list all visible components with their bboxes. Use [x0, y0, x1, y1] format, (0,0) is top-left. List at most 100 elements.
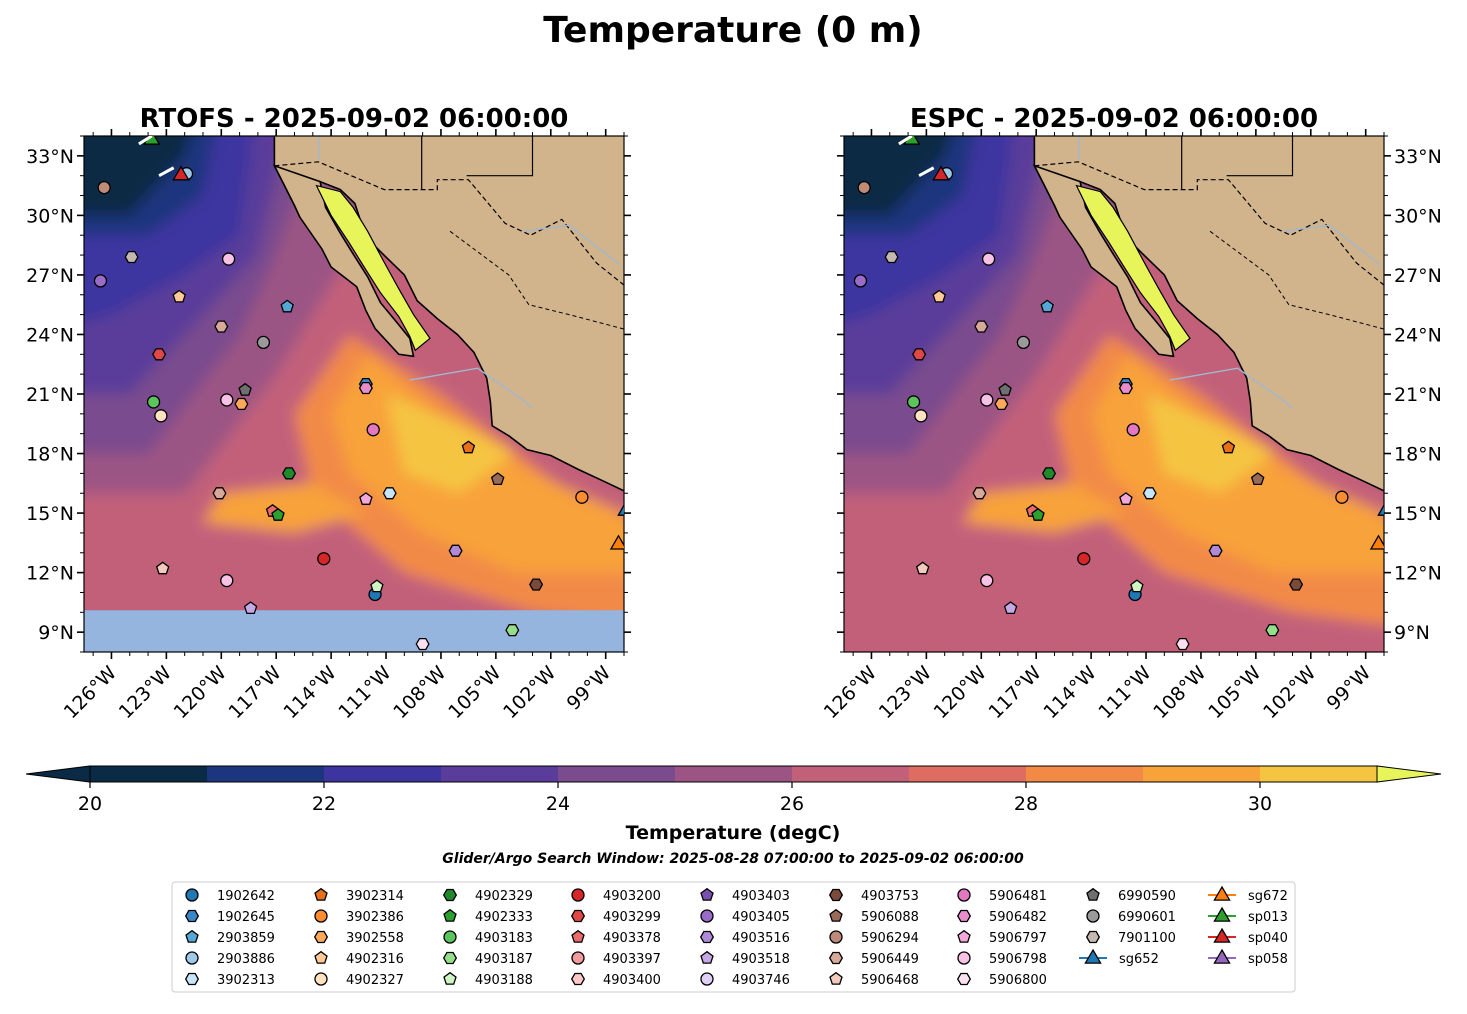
legend-entry: 4903299: [570, 909, 661, 925]
x-tick-label: 117°W: [225, 662, 286, 723]
glider-track-sp013: [138, 136, 153, 146]
y-tick-label: 33°N: [26, 146, 74, 168]
legend-entry: 3902314: [314, 887, 404, 904]
y-tick-label: 27°N: [1394, 265, 1442, 287]
obs-marker-3902558: [234, 397, 249, 411]
legend-label: 5906800: [989, 973, 1047, 988]
legend-label: 4903299: [603, 910, 661, 925]
glider-marker-sp040: [172, 165, 190, 181]
colorbar-level: [90, 766, 208, 782]
obs-marker-4903188: [370, 579, 384, 593]
x-tick-label: 99°W: [1323, 662, 1376, 715]
legend-entry: 5906088: [829, 908, 919, 925]
obs-marker-4903183: [146, 395, 161, 409]
y-tick-label: 9°N: [1394, 622, 1430, 644]
legend-label: sp058: [1248, 952, 1288, 967]
legend-marker: [700, 950, 714, 964]
obs-marker-5906798: [220, 573, 234, 588]
legend-entry: 4903378: [571, 929, 661, 946]
legend-marker: [185, 888, 199, 902]
legend-label: 4903397: [603, 952, 661, 967]
legend-label: 4903746: [732, 973, 790, 988]
y-tick-label: 24°N: [26, 324, 74, 346]
legend-label: 4903403: [732, 889, 790, 904]
observation-markers-rtofs: [93, 136, 624, 651]
legend-entry: 5906800: [956, 972, 1047, 988]
obs-marker-4903200: [1077, 552, 1091, 566]
x-tick-label: 126°W: [820, 662, 881, 723]
x-tick-label: 105°W: [444, 662, 505, 723]
obs-marker-6990590: [998, 382, 1012, 396]
legend-marker: [571, 888, 585, 902]
sst-band-warm-pool: [203, 483, 368, 533]
obs-marker-3902313: [382, 487, 397, 500]
colorbar-tick-label: 30: [1248, 793, 1272, 815]
map-panel-espc: ESPC - 2025-09-02 06:00:00 126°W123°W120…: [820, 104, 1442, 723]
obs-marker-4902333: [271, 508, 285, 521]
glider-marker-sg672: [609, 534, 624, 550]
obs-marker-4903183: [906, 395, 921, 409]
glider-marker-sg672: [1369, 534, 1384, 550]
legend-marker: [570, 972, 586, 986]
legend-entry: 4903183: [443, 930, 533, 946]
obs-marker-4903753: [1289, 578, 1304, 591]
legend-label: 2903886: [217, 952, 275, 967]
legend-marker: [1213, 906, 1231, 922]
obs-marker-5906482: [358, 381, 373, 395]
colorbar-level: [1026, 766, 1144, 782]
glider-marker-sg652: [1377, 503, 1384, 516]
land-baja: [1032, 164, 1175, 358]
border-us-mexico: [1034, 161, 1384, 286]
legend-entry: 4903405: [700, 909, 790, 925]
legend-entry: sg672: [1208, 885, 1288, 904]
y-tick-label: 18°N: [1394, 444, 1442, 466]
figure-title: Temperature (0 m): [543, 10, 922, 51]
legend-marker: [1085, 930, 1101, 944]
legend-entry: 4903188: [443, 971, 533, 988]
legend-label: 5906088: [861, 910, 919, 925]
legend-label: 2903859: [217, 931, 275, 946]
y-tick-label: 18°N: [26, 444, 74, 466]
legend-label: 4903753: [861, 889, 919, 904]
legend-marker: [314, 887, 328, 901]
legend-marker: [313, 930, 329, 944]
y-tick-label: 12°N: [26, 563, 74, 585]
legend-label: 4903516: [732, 931, 790, 946]
legend-label: 3902313: [217, 973, 275, 988]
obs-marker-5906449: [214, 320, 229, 333]
legend-label: 4902327: [346, 973, 404, 988]
colorbar-level: [675, 766, 793, 782]
legend-entry: sp013: [1208, 906, 1288, 925]
legend-marker: [957, 888, 971, 902]
legend-entry: 1902642: [185, 888, 275, 904]
legend-marker: [442, 888, 458, 902]
obs-marker-4903187: [505, 624, 520, 637]
glider-marker-sg652: [617, 503, 624, 516]
x-tick-label: 120°W: [170, 662, 231, 723]
legend-entry: 4903518: [700, 950, 790, 967]
obs-marker-5906797: [359, 492, 373, 505]
legend-marker: [829, 930, 843, 944]
colorbar-level: [1260, 766, 1378, 782]
legend-marker: [314, 972, 328, 986]
legend-label: 5906798: [989, 952, 1047, 967]
obs-marker-5906294: [97, 180, 111, 195]
legend-entry: 1902645: [184, 909, 275, 925]
colorbar-tick-label: 28: [1014, 793, 1038, 815]
legend-label: 3902558: [346, 931, 404, 946]
obs-marker-4903299: [912, 348, 927, 361]
sst-band-20: [84, 136, 191, 216]
legend-label: 6990590: [1118, 889, 1176, 904]
legend-label: sg652: [1119, 952, 1159, 967]
legend-entry: 4903753: [828, 888, 919, 904]
obs-marker-4903299: [152, 348, 167, 361]
x-tick-label: 117°W: [985, 662, 1046, 723]
map-panel-rtofs: RTOFS - 2025-09-02 06:00:00 126°W123°W12…: [26, 104, 631, 723]
y-tick-label: 21°N: [26, 384, 74, 406]
obs-marker-4902327: [914, 409, 928, 423]
obs-marker-5906798: [980, 393, 994, 407]
river-grande: [1283, 224, 1381, 266]
sst-band-20: [844, 136, 951, 216]
legend-marker: [185, 929, 199, 943]
